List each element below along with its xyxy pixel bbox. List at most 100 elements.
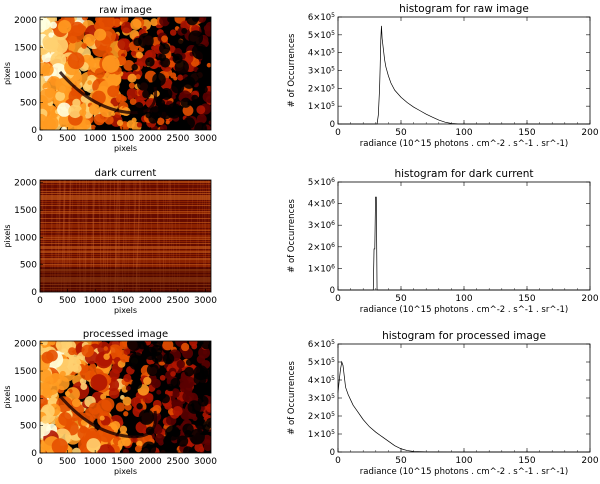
heatmap-streak bbox=[68, 180, 71, 292]
heatmap-row bbox=[40, 238, 211, 239]
heatmap-blob bbox=[79, 109, 87, 117]
heatmap-row bbox=[40, 260, 211, 261]
heatmap-blob bbox=[68, 347, 77, 356]
y-tick-label: 2×106 bbox=[308, 242, 335, 253]
heatmap-streak bbox=[121, 180, 127, 292]
histogram-series bbox=[369, 196, 590, 291]
heatmap-row bbox=[40, 252, 211, 253]
x-tick-label: 200 bbox=[581, 456, 598, 466]
heatmap-row bbox=[40, 195, 211, 196]
heatmap-row bbox=[40, 259, 211, 260]
heatmap-row bbox=[40, 199, 211, 200]
heatmap-blob bbox=[81, 344, 95, 358]
heatmap-void bbox=[145, 57, 155, 67]
heatmap-blob bbox=[126, 87, 138, 99]
heatmap-row bbox=[40, 266, 211, 267]
heatmap-blob bbox=[81, 17, 89, 21]
heatmap-blob bbox=[146, 393, 154, 401]
heatmap-streak bbox=[149, 180, 154, 292]
heatmap-blob bbox=[86, 438, 101, 453]
heatmap-void bbox=[182, 76, 196, 89]
heatmap-streak bbox=[115, 180, 119, 292]
x-tick-label: 2500 bbox=[166, 134, 189, 144]
image-panel-2: dark current 0 500 1000 1500 2000 2500 3000 pixe… bbox=[3, 168, 217, 315]
plot-frame bbox=[337, 343, 591, 453]
heatmap-row bbox=[40, 264, 211, 265]
x-tick-label: 0 bbox=[37, 134, 43, 144]
heatmap-streak bbox=[143, 180, 146, 292]
heatmap-blob bbox=[94, 28, 107, 41]
heatmap-void bbox=[159, 43, 171, 55]
heatmap-blob bbox=[43, 37, 59, 53]
heatmap-row bbox=[40, 187, 211, 188]
heatmap-blob bbox=[206, 62, 211, 68]
heatmap-blob bbox=[123, 411, 129, 417]
histogram-title: histogram for raw image bbox=[399, 3, 529, 15]
y-tick-label: 1×105 bbox=[308, 429, 335, 440]
heatmap-void bbox=[160, 57, 171, 68]
heatmap-blob bbox=[117, 439, 125, 447]
heatmap-streak bbox=[92, 180, 95, 292]
heatmap-row bbox=[40, 218, 211, 219]
heatmap-streak bbox=[105, 180, 109, 292]
heatmap-blob bbox=[84, 36, 92, 44]
y-tick-label: 0 bbox=[330, 448, 335, 458]
heatmap-streak bbox=[103, 180, 105, 292]
heatmap-streak bbox=[133, 180, 138, 292]
heatmap-blob bbox=[161, 35, 169, 43]
heatmap-row bbox=[40, 239, 211, 240]
heatmap-blob bbox=[125, 385, 131, 391]
heatmap-row bbox=[40, 275, 211, 276]
heatmap-blob bbox=[49, 373, 63, 386]
heatmap-row bbox=[40, 273, 211, 274]
heatmap-blob bbox=[48, 32, 54, 38]
heatmap-blob bbox=[136, 122, 143, 128]
heatmap-streak bbox=[135, 180, 142, 292]
heatmap-void bbox=[193, 372, 207, 386]
heatmap-streak bbox=[76, 180, 81, 292]
heatmap-void bbox=[160, 393, 170, 404]
heatmap-row bbox=[40, 225, 211, 226]
heatmap-blob bbox=[58, 412, 72, 426]
y-tick-label: 0 bbox=[31, 288, 37, 298]
heatmap-blob bbox=[150, 18, 159, 27]
heatmap-blob bbox=[55, 341, 73, 353]
heatmap-blob bbox=[123, 348, 131, 356]
heatmap-streak bbox=[85, 180, 87, 292]
heatmap-row bbox=[40, 269, 211, 270]
heatmap-row bbox=[40, 291, 211, 292]
heatmap-void bbox=[131, 378, 143, 390]
heatmap-streak bbox=[90, 180, 96, 292]
heatmap-blob bbox=[51, 125, 56, 130]
heatmap-void bbox=[188, 30, 204, 46]
heatmap-blob bbox=[103, 353, 110, 360]
heatmap-void bbox=[141, 441, 157, 453]
heatmap-streak bbox=[54, 180, 60, 292]
heatmap-blob bbox=[203, 24, 211, 32]
heatmap-blob bbox=[164, 401, 172, 410]
histogram-panel-2: histogram for dark current 0 50 100 150 200 ra… bbox=[287, 168, 599, 315]
heatmap-void bbox=[138, 33, 154, 49]
heatmap-blob bbox=[40, 421, 51, 437]
x-axis-label: radiance (10^15 photons . cm^-2 . s^-1 .… bbox=[360, 305, 569, 315]
heatmap-void bbox=[183, 117, 195, 129]
y-axis-label: pixels bbox=[3, 62, 12, 85]
heatmap-row bbox=[40, 193, 211, 194]
heatmap-streak bbox=[188, 180, 194, 292]
heatmap-void bbox=[185, 358, 193, 366]
heatmap-blob bbox=[128, 82, 135, 89]
heatmap-blob bbox=[136, 51, 144, 59]
heatmap-blob bbox=[170, 72, 177, 79]
heatmap-streak bbox=[43, 180, 47, 292]
heatmap-row bbox=[40, 289, 211, 290]
heatmap-row bbox=[40, 217, 211, 218]
heatmap-blob bbox=[119, 425, 128, 434]
histogram-title: histogram for processed image bbox=[382, 330, 546, 342]
heatmap-row bbox=[40, 184, 211, 185]
heatmap-streak bbox=[134, 180, 138, 292]
heatmap-void bbox=[194, 122, 208, 130]
heatmap-row bbox=[40, 280, 211, 281]
heatmap-row bbox=[40, 231, 211, 232]
heatmap-blob bbox=[170, 371, 176, 377]
heatmap-void bbox=[136, 403, 143, 410]
